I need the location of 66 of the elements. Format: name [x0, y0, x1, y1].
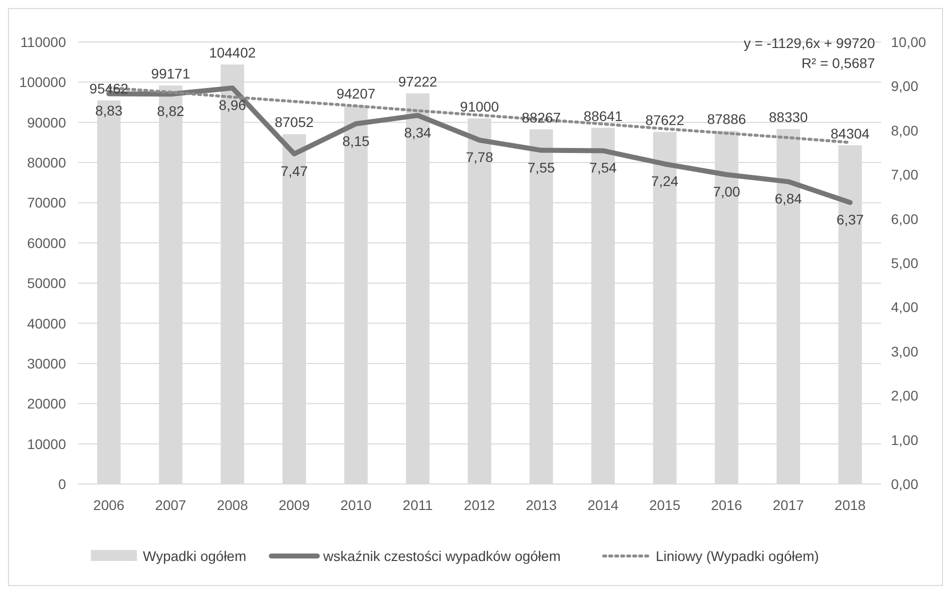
data-label: 7,24: [651, 172, 679, 189]
data-label: 8,96: [218, 96, 246, 113]
x-tick-label: 2016: [711, 497, 742, 513]
data-label: 7,47: [280, 162, 308, 179]
data-label: 7,00: [712, 184, 740, 200]
y2-tick-label: 1,00: [891, 432, 918, 448]
x-tick-label: 2007: [155, 497, 186, 513]
x-tick-label: 2018: [834, 497, 866, 513]
annotation: R² = 0,5687: [801, 55, 876, 71]
y2-tick-label: 0,00: [891, 476, 918, 492]
data-label: 84304: [830, 125, 870, 142]
y-tick-label: 10000: [27, 436, 66, 452]
y-tick-label: 90000: [27, 114, 66, 130]
data-label: 8,34: [404, 124, 432, 140]
data-label: 6,84: [774, 190, 802, 207]
x-tick-label: 2015: [649, 497, 681, 513]
y-tick-label: 0: [58, 476, 66, 492]
y2-tick-label: 9,00: [891, 78, 918, 94]
data-label: 7,78: [466, 149, 494, 166]
data-label: 8,15: [342, 132, 370, 149]
y2-tick-label: 10,00: [891, 34, 926, 50]
y-tick-label: 30000: [27, 355, 66, 372]
data-label: 87622: [645, 112, 684, 128]
y2-tick-label: 2,00: [891, 388, 918, 404]
y-tick-label: 40000: [27, 315, 66, 332]
data-label: 7,54: [589, 160, 617, 176]
data-label: 94207: [336, 85, 376, 102]
data-label: 88330: [768, 109, 808, 126]
y-tick-label: 70000: [27, 194, 66, 211]
x-tick-label: 2006: [93, 497, 125, 513]
data-label: 104402: [209, 44, 256, 60]
data-label: 87052: [274, 114, 314, 130]
data-label: 99171: [151, 66, 190, 82]
data-label: 97222: [398, 73, 438, 90]
x-tick-label: 2014: [587, 497, 619, 513]
data-label: 6,37: [836, 211, 864, 228]
x-tick-label: 2011: [402, 497, 433, 513]
y2-tick-label: 8,00: [891, 122, 918, 138]
y-tick-label: 80000: [27, 154, 66, 171]
y2-tick-label: 5,00: [891, 255, 918, 271]
x-tick-label: 2009: [278, 497, 310, 513]
x-tick-label: 2017: [772, 497, 804, 513]
y2-tick-label: 7,00: [891, 166, 918, 183]
x-tick-label: 2010: [340, 497, 372, 513]
x-tick-label: 2013: [526, 497, 558, 513]
y2-tick-label: 3,00: [891, 343, 918, 360]
y-tick-label: 50000: [27, 275, 66, 292]
legend-label: Liniowy (Wypadki ogółem): [656, 548, 819, 564]
data-label: 8,83: [95, 102, 123, 119]
y-tick-label: 60000: [27, 234, 66, 251]
data-label: 95462: [89, 80, 129, 96]
legend-label: wskaźnik czestości wypadków ogółem: [322, 548, 561, 564]
x-tick-label: 2012: [464, 497, 496, 513]
data-label: 87886: [707, 110, 746, 127]
y2-tick-label: 6,00: [891, 210, 918, 227]
annotation: y = -1129,6x + 99720: [744, 35, 876, 51]
x-tick-label: 2008: [216, 497, 248, 513]
legend-label: Wypadki ogółem: [142, 548, 246, 564]
data-label: 91000: [460, 98, 500, 114]
data-label: 88641: [584, 108, 623, 124]
y-tick-label: 100000: [19, 74, 66, 90]
y2-tick-label: 4,00: [891, 299, 918, 316]
data-label: 7,55: [528, 159, 556, 176]
y-tick-label: 110000: [20, 34, 66, 50]
y-tick-label: 20000: [27, 396, 66, 412]
data-label: 8,82: [157, 103, 184, 120]
